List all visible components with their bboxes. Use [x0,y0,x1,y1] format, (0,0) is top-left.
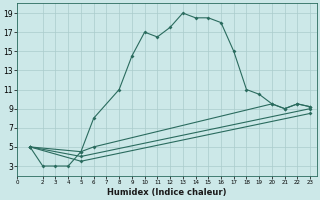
X-axis label: Humidex (Indice chaleur): Humidex (Indice chaleur) [107,188,227,197]
